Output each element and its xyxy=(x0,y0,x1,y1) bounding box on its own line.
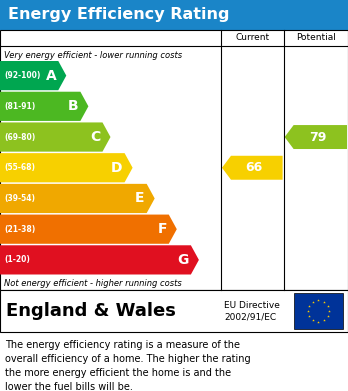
Text: Potential: Potential xyxy=(296,34,336,43)
Text: 66: 66 xyxy=(246,161,263,174)
Text: Current: Current xyxy=(235,34,269,43)
Text: (39-54): (39-54) xyxy=(4,194,35,203)
Text: (1-20): (1-20) xyxy=(4,255,30,264)
Text: The energy efficiency rating is a measure of the
overall efficiency of a home. T: The energy efficiency rating is a measur… xyxy=(5,340,251,391)
Polygon shape xyxy=(0,153,133,182)
Text: (92-100): (92-100) xyxy=(4,71,40,80)
Text: (21-38): (21-38) xyxy=(4,225,35,234)
Bar xyxy=(0,0,348,30)
Text: C: C xyxy=(90,130,101,144)
Text: 79: 79 xyxy=(309,131,326,143)
Bar xyxy=(0,30,348,290)
Text: A: A xyxy=(46,68,56,83)
Polygon shape xyxy=(0,184,155,213)
Text: (69-80): (69-80) xyxy=(4,133,35,142)
Text: Not energy efficient - higher running costs: Not energy efficient - higher running co… xyxy=(4,278,182,287)
Polygon shape xyxy=(0,245,199,274)
Text: B: B xyxy=(68,99,78,113)
Text: (55-68): (55-68) xyxy=(4,163,35,172)
Text: EU Directive
2002/91/EC: EU Directive 2002/91/EC xyxy=(224,301,280,321)
Text: Energy Efficiency Rating: Energy Efficiency Rating xyxy=(8,7,229,23)
Text: E: E xyxy=(135,192,145,205)
Polygon shape xyxy=(0,61,66,90)
Text: D: D xyxy=(111,161,122,175)
Text: England & Wales: England & Wales xyxy=(6,302,176,320)
Polygon shape xyxy=(0,92,88,121)
Bar xyxy=(294,293,343,329)
Polygon shape xyxy=(285,125,347,149)
Text: (81-91): (81-91) xyxy=(4,102,35,111)
Text: Very energy efficient - lower running costs: Very energy efficient - lower running co… xyxy=(4,52,182,61)
Polygon shape xyxy=(0,122,111,152)
Text: F: F xyxy=(157,222,167,236)
Polygon shape xyxy=(222,156,283,180)
Polygon shape xyxy=(0,215,177,244)
Text: G: G xyxy=(177,253,189,267)
Bar xyxy=(0,290,348,332)
